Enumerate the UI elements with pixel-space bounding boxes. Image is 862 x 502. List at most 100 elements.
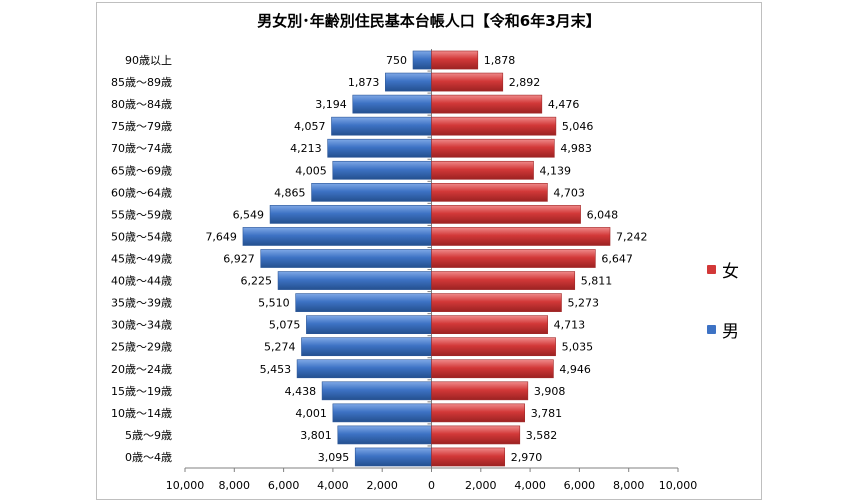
female-data-label: 2,970	[511, 451, 543, 464]
male-bar	[301, 337, 432, 357]
female-bar	[431, 425, 521, 445]
female-data-label: 2,892	[509, 76, 541, 89]
female-data-label: 3,781	[531, 407, 563, 420]
female-data-label: 4,139	[540, 164, 572, 177]
male-bar	[321, 381, 432, 401]
y-category-label: 90歳以上	[125, 54, 172, 67]
y-category-label: 50歳～54歳	[111, 230, 172, 243]
male-data-label: 6,549	[233, 208, 265, 221]
female-bar	[431, 205, 581, 224]
y-category-label: 25歳～29歳	[111, 341, 172, 354]
x-tick-label: 10,000	[166, 479, 205, 492]
female-bar	[431, 160, 534, 180]
male-data-label: 750	[386, 54, 407, 67]
male-bar	[242, 227, 432, 246]
male-data-label: 5,274	[264, 341, 296, 354]
male-bar	[260, 249, 432, 268]
female-bar	[431, 50, 479, 70]
legend-swatch-male	[707, 325, 716, 334]
female-data-label: 4,946	[559, 363, 591, 376]
x-tick-label: 6,000	[268, 479, 300, 492]
female-data-label: 3,582	[526, 429, 558, 442]
y-category-label: 20歳～24歳	[111, 363, 172, 376]
male-data-label: 6,225	[241, 275, 273, 288]
male-bar	[277, 271, 432, 290]
male-bar	[385, 72, 432, 92]
legend-label-male: 男	[722, 322, 739, 342]
female-data-label: 6,048	[587, 208, 619, 221]
female-bar	[431, 249, 596, 268]
legend-label-female: 女	[722, 262, 739, 282]
male-data-label: 3,194	[315, 98, 347, 111]
male-data-label: 3,095	[318, 451, 350, 464]
female-bar	[431, 271, 576, 290]
male-data-label: 4,438	[285, 385, 317, 398]
female-data-label: 1,878	[484, 54, 516, 67]
y-category-label: 15歳～19歳	[111, 385, 172, 398]
male-data-label: 5,510	[258, 297, 290, 310]
male-data-label: 4,865	[274, 186, 306, 199]
male-bar	[332, 403, 432, 423]
legend-swatch-female	[707, 265, 716, 274]
male-bar	[337, 425, 432, 445]
male-bar	[352, 94, 432, 114]
x-tick-label: 8,000	[613, 479, 645, 492]
male-data-label: 3,801	[300, 429, 332, 442]
female-data-label: 4,713	[554, 319, 586, 332]
y-category-label: 75歳～79歳	[111, 120, 172, 133]
y-category-label: 0歳～4歳	[125, 451, 172, 464]
legend-item-male: 男	[707, 317, 739, 342]
y-category-label: 40歳～44歳	[111, 275, 172, 288]
female-bar	[431, 138, 555, 158]
y-category-label: 5歳～9歳	[125, 429, 172, 442]
y-category-label: 60歳～64歳	[111, 186, 172, 199]
female-data-label: 4,983	[560, 142, 592, 155]
male-bar	[354, 447, 432, 467]
male-bar	[327, 138, 432, 158]
x-tick-label: 4,000	[317, 479, 349, 492]
female-data-label: 4,476	[548, 98, 580, 111]
female-bar	[431, 183, 548, 202]
male-bar	[296, 359, 432, 379]
male-data-label: 4,057	[294, 120, 326, 133]
female-data-label: 4,703	[553, 186, 585, 199]
female-data-label: 5,811	[581, 275, 613, 288]
x-tick-label: 2,000	[465, 479, 497, 492]
male-data-label: 1,873	[348, 76, 380, 89]
female-bar	[431, 403, 526, 423]
female-data-label: 5,035	[562, 341, 594, 354]
female-bar	[431, 315, 548, 334]
x-tick-label: 0	[428, 479, 435, 492]
chart-title: 男女別･年齢別住民基本台帳人口【令和6年3月末】	[257, 12, 601, 30]
female-data-label: 6,647	[601, 253, 633, 266]
female-bar	[431, 72, 504, 92]
male-data-label: 5,075	[269, 319, 301, 332]
female-bar	[431, 227, 611, 246]
male-bar	[412, 50, 432, 70]
male-bar	[269, 205, 432, 224]
male-bar	[332, 160, 432, 180]
female-bar	[431, 359, 554, 379]
female-data-label: 3,908	[534, 385, 566, 398]
y-category-label: 10歳～14歳	[111, 407, 172, 420]
female-bar	[431, 293, 562, 312]
male-bar	[331, 116, 432, 136]
x-tick-label: 10,000	[659, 479, 698, 492]
y-category-label: 30歳～34歳	[111, 319, 172, 332]
x-tick-label: 6,000	[564, 479, 596, 492]
y-category-label: 70歳～74歳	[111, 142, 172, 155]
male-data-label: 6,927	[223, 253, 255, 266]
female-data-label: 7,242	[616, 230, 648, 243]
y-category-label: 65歳～69歳	[111, 164, 172, 177]
y-category-label: 55歳～59歳	[111, 208, 172, 221]
female-bar	[431, 94, 543, 114]
female-data-label: 5,046	[562, 120, 594, 133]
x-tick-label: 4,000	[514, 479, 546, 492]
male-data-label: 7,649	[205, 230, 237, 243]
legend-item-female: 女	[707, 257, 739, 282]
y-category-label: 85歳～89歳	[111, 76, 172, 89]
female-bar	[431, 447, 506, 467]
male-data-label: 5,453	[260, 363, 292, 376]
male-data-label: 4,005	[295, 164, 327, 177]
